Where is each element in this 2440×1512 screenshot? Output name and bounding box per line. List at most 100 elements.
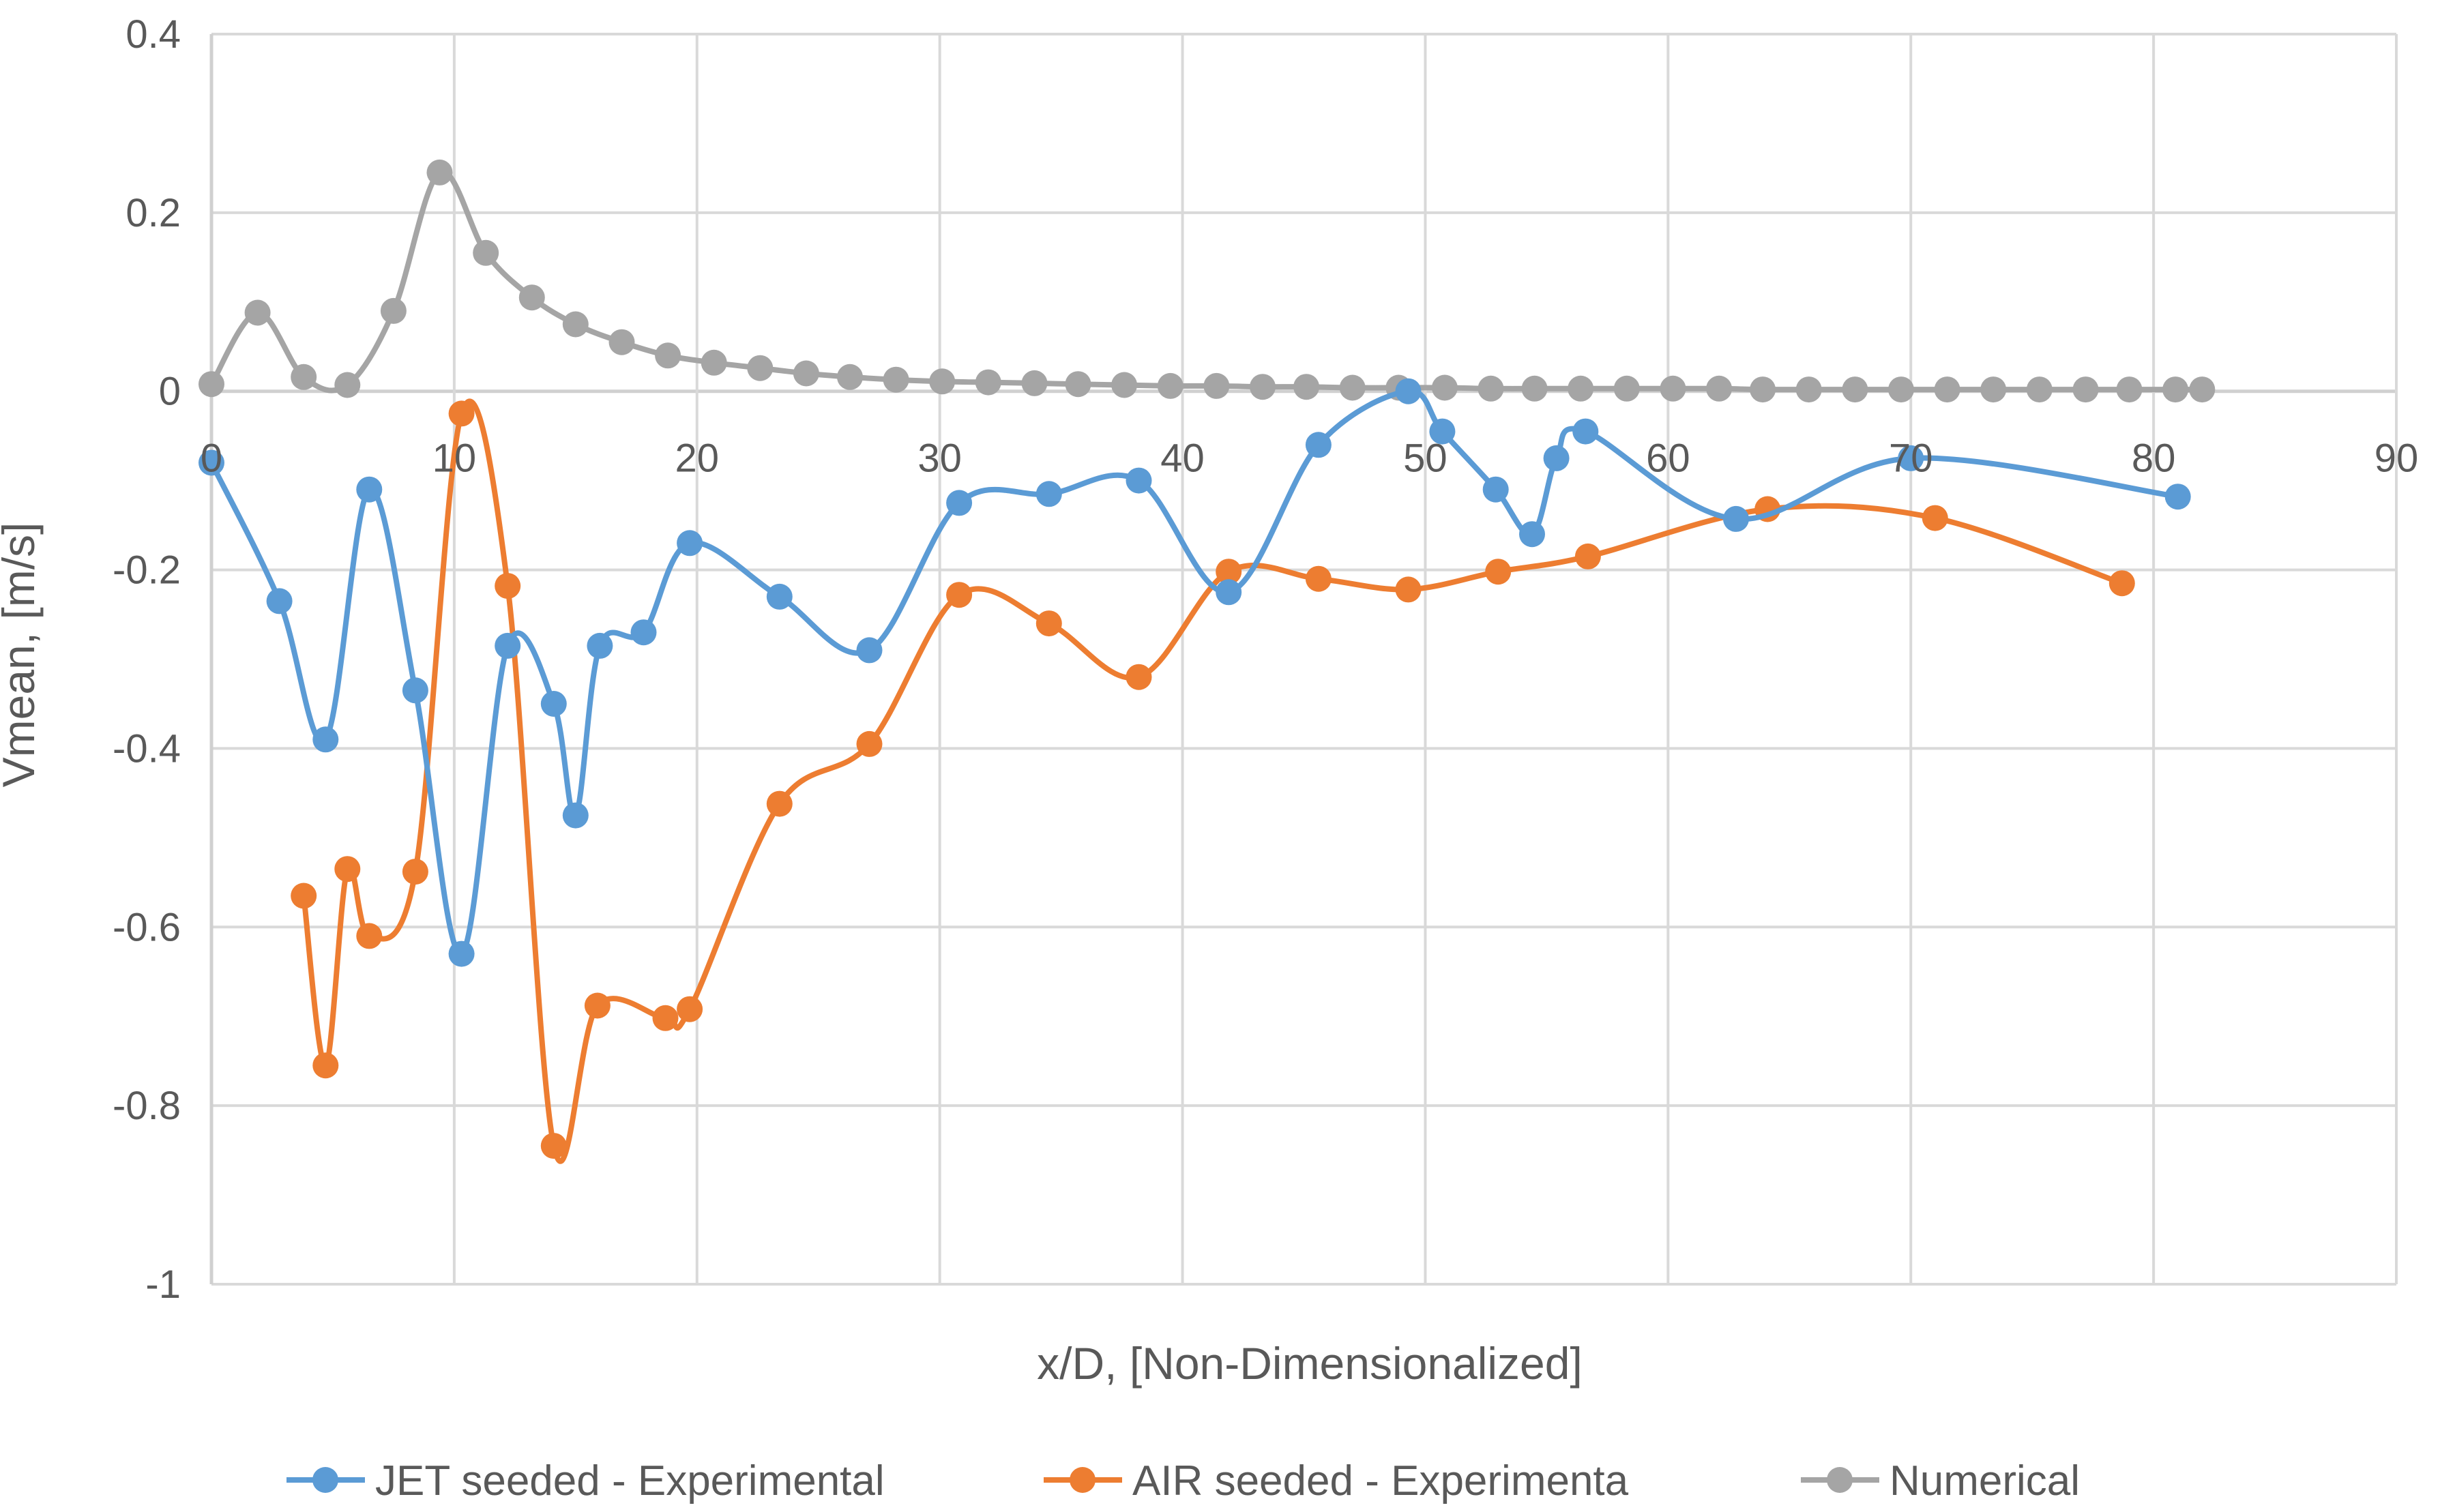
data-point: [2108, 570, 2135, 597]
data-point: [1126, 664, 1152, 690]
data-point: [946, 490, 973, 516]
data-point: [1065, 371, 1091, 398]
data-point: [587, 632, 613, 659]
data-point: [1934, 376, 1960, 403]
data-point: [562, 311, 589, 338]
data-point: [266, 588, 293, 614]
x-tick-label: 30: [917, 436, 962, 481]
x-tick-label: 40: [1160, 436, 1205, 481]
data-point: [793, 360, 819, 387]
data-point: [1305, 565, 1332, 592]
data-point: [1339, 374, 1366, 401]
data-point: [1750, 376, 1776, 403]
data-point: [747, 355, 774, 381]
data-point: [448, 940, 475, 967]
data-point: [1157, 372, 1184, 399]
data-point: [356, 923, 383, 949]
legend-label: Numerical: [1890, 1457, 2080, 1504]
data-point: [677, 996, 703, 1022]
data-point: [426, 159, 453, 186]
data-point: [334, 372, 361, 398]
data-point: [199, 449, 224, 476]
series-jet-seeded-experimental: [199, 378, 2191, 967]
data-point: [1795, 376, 1822, 403]
data-point: [608, 329, 635, 355]
y-tick-label: -0.4: [113, 726, 181, 771]
data-point: [1613, 375, 1640, 402]
data-point: [1305, 432, 1332, 458]
data-point: [380, 297, 407, 324]
data-point: [1203, 372, 1230, 399]
x-tick-label: 60: [1646, 436, 1690, 481]
data-point: [1021, 370, 1048, 396]
data-point: [291, 364, 317, 390]
series-air-seeded-experimenta: [291, 398, 2135, 1164]
x-tick-label: 90: [2375, 436, 2419, 481]
data-point: [1478, 375, 1504, 402]
data-point: [473, 239, 499, 266]
y-tick-label: -1: [145, 1262, 181, 1307]
data-point: [1521, 375, 1548, 402]
data-point: [495, 632, 521, 659]
series-line: [301, 398, 2123, 1164]
data-point: [1216, 559, 1242, 585]
data-point: [2189, 376, 2216, 403]
data-point: [1431, 374, 1458, 401]
x-tick-label: 70: [1889, 436, 1933, 481]
data-point: [1572, 418, 1599, 445]
legend-label: AIR seeded - Experimenta: [1132, 1457, 1629, 1504]
data-point: [448, 400, 475, 427]
data-point: [2164, 484, 2191, 510]
data-point: [540, 691, 567, 717]
y-axis-title: Vmean, [m/s]: [0, 522, 44, 788]
x-tick-label: 80: [2132, 436, 2176, 481]
data-point: [402, 859, 428, 885]
data-point: [1568, 375, 1594, 402]
data-point: [1980, 376, 2007, 403]
data-point: [2116, 376, 2143, 403]
data-point: [701, 349, 727, 376]
data-point: [2162, 376, 2189, 403]
data-point: [1574, 543, 1601, 569]
y-tick-label: 0.2: [126, 191, 181, 235]
legend-swatch-marker: [1827, 1467, 1853, 1493]
y-tick-label: 0.4: [126, 12, 181, 57]
data-point: [1111, 372, 1138, 398]
data-point: [1898, 445, 1924, 471]
data-point: [1250, 374, 1276, 400]
series-line: [209, 388, 2179, 957]
data-point: [2026, 376, 2053, 403]
y-tick-label: 0: [159, 370, 181, 414]
data-point: [518, 284, 545, 311]
y-tick-label: -0.6: [113, 905, 181, 949]
x-tick-label: 10: [432, 436, 477, 481]
data-point: [356, 476, 383, 503]
data-point: [1723, 505, 1749, 532]
data-point: [584, 992, 611, 1019]
data-point: [1842, 376, 1868, 403]
x-tick-label: 0: [201, 436, 222, 481]
legend-item: JET seeded - Experimental: [286, 1457, 885, 1504]
legend-swatch-marker: [1070, 1467, 1096, 1493]
data-point: [1485, 559, 1512, 585]
data-point: [244, 299, 271, 326]
y-tick-label: -0.2: [113, 548, 181, 593]
data-point: [655, 342, 681, 369]
data-point: [1519, 521, 1545, 548]
data-point: [929, 368, 956, 395]
data-point: [1216, 579, 1242, 606]
data-point: [402, 677, 428, 704]
data-point: [975, 369, 1001, 396]
data-point: [1543, 445, 1570, 471]
data-point: [677, 530, 703, 557]
x-axis-ticks: 0 10 20 30 40 50 60 70 80 90: [201, 436, 2418, 481]
data-point: [1293, 374, 1320, 400]
data-point: [199, 371, 224, 398]
data-point: [540, 1133, 567, 1159]
data-point: [837, 364, 863, 390]
data-point: [630, 619, 657, 646]
legend-label: JET seeded - Experimental: [375, 1457, 885, 1504]
x-tick-label: 20: [675, 436, 720, 481]
data-point: [562, 802, 589, 829]
